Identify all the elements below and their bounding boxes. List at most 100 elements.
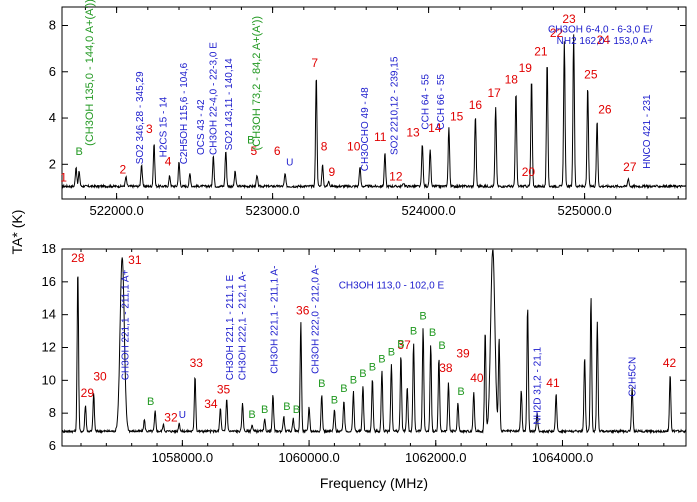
blend-label: B <box>247 134 254 146</box>
y-tick-label: 2 <box>49 156 56 171</box>
y-axis-title: TA* (K) <box>9 210 25 255</box>
blend-label: B <box>438 340 445 352</box>
x-tick-label: 1064000.0 <box>532 450 593 465</box>
line-number-label: 21 <box>534 45 548 59</box>
y-tick-label: 10 <box>42 372 56 387</box>
molecule-label: U <box>179 410 186 421</box>
line-number-label: 15 <box>450 109 464 123</box>
x-tick-label: 523000.0 <box>245 203 299 218</box>
blend-label: B <box>340 383 347 395</box>
blend-label: B <box>261 404 268 416</box>
y-tick-label: 14 <box>42 307 56 322</box>
molecule-label: CH3OH 6-4,0 - 6-3,0 E/ <box>548 24 653 35</box>
line-number-label: 42 <box>663 356 677 370</box>
molecule-label: CH3OH 222,1 - 212,1 A- <box>238 271 249 380</box>
blend-label: (CH3OH 73,2 - 84,2 A+(A')) <box>251 16 263 150</box>
line-number-label: 26 <box>598 102 612 116</box>
line-number-label: 4 <box>165 154 172 168</box>
y-tick-label: 4 <box>49 110 56 125</box>
blend-label: B <box>397 339 404 351</box>
blend-label: B <box>369 361 376 373</box>
line-number-label: 40 <box>470 371 484 385</box>
blend-label: (CH3OH 135,0 - 144,0 A+(A')) <box>84 0 96 146</box>
line-number-label: 18 <box>505 72 519 86</box>
line-number-label: 16 <box>469 98 483 112</box>
molecule-label: CH3OH 221,1 - 211,1 A+ <box>121 269 132 380</box>
line-number-label: 7 <box>311 56 318 70</box>
spectrum-line-2 <box>62 249 686 435</box>
molecule-label: CH3OH 221,1 - 211,1 E <box>225 274 236 380</box>
line-number-label: 2 <box>119 163 126 177</box>
line-number-label: 29 <box>81 386 95 400</box>
line-number-label: 25 <box>584 68 598 82</box>
line-number-label: 34 <box>204 397 218 411</box>
molecule-label: SO2 143,11 - 140,14 <box>224 58 235 151</box>
plot-frame <box>61 6 687 200</box>
blend-label: B <box>378 353 385 365</box>
molecule-label: C2H5OH 115,6 - 104,6 <box>179 62 190 164</box>
line-number-label: 38 <box>439 361 453 375</box>
x-tick-label: 525000.0 <box>557 203 611 218</box>
blend-label: B <box>283 401 290 413</box>
blend-label: B <box>75 146 82 158</box>
molecule-label: NH2D 31,2 - 21,1 <box>532 346 543 424</box>
line-number-label: 6 <box>274 144 281 158</box>
y-tick-label: 12 <box>42 340 56 355</box>
x-tick-label: 524000.0 <box>401 203 455 218</box>
spectrum-line-1 <box>62 34 686 190</box>
blend-label: B <box>331 394 338 406</box>
chart-panel-1: 522000.0 523000.0 524000.0 525000.024681234… <box>49 0 687 218</box>
line-number-label: 37 <box>397 338 411 352</box>
y-tick-label: 6 <box>49 64 56 79</box>
blend-label: B <box>318 378 325 390</box>
line-number-label: 28 <box>71 251 85 265</box>
molecule-label: CCH 66 - 55 <box>436 74 447 130</box>
molecule-label: NH2 162,0 - 153,0 A+ <box>557 36 654 47</box>
line-number-label: 31 <box>128 253 142 267</box>
line-number-label: 10 <box>347 139 361 153</box>
y-tick-label: 18 <box>42 241 56 256</box>
line-number-label: 5 <box>251 144 258 158</box>
molecule-label: OCS 43 - 42 <box>196 99 207 155</box>
line-number-label: 17 <box>487 86 501 100</box>
molecule-label: HNCO 421 - 231 <box>642 94 653 169</box>
molecule-label: U <box>286 157 293 168</box>
line-number-label: 33 <box>190 356 204 370</box>
line-number-label: 14 <box>428 121 442 135</box>
chart-panel-2: 1058000.0 1060000.0 1062000.0 1064000.0 6 8 10… <box>9 210 687 491</box>
line-number-label: 20 <box>522 165 536 179</box>
line-number-label: 30 <box>93 369 107 383</box>
blend-label: B <box>457 386 464 398</box>
molecule-label: CH3OH 22-4,0 - 22-3,0 E <box>208 42 219 155</box>
line-number-label: 36 <box>296 304 310 318</box>
x-tick-label: 1058000.0 <box>152 450 213 465</box>
molecule-label: CCH 64 - 55 <box>421 74 432 130</box>
molecule-label: CH3OH 113,0 - 102,0 E <box>339 280 445 291</box>
y-tick-label: 6 <box>49 438 56 453</box>
blend-label: B <box>429 327 436 339</box>
molecule-label: CH3OCHO 49 - 48 <box>360 87 371 171</box>
line-number-label: 32 <box>164 410 178 424</box>
line-number-label: 12 <box>389 169 403 183</box>
line-number-label: 3 <box>146 122 153 136</box>
line-number-label: 11 <box>374 130 387 144</box>
molecule-label: SO2 346,28 - 345,29 <box>135 71 146 164</box>
blend-label: B <box>388 347 395 359</box>
line-number-label: 27 <box>623 160 637 174</box>
line-number-label: 13 <box>406 126 420 140</box>
line-number-label: 8 <box>321 139 328 153</box>
x-axis-title: Frequency (MHz) <box>320 475 428 491</box>
blend-label: B <box>147 396 154 408</box>
line-number-label: 35 <box>217 382 231 396</box>
x-tick-label: 1062000.0 <box>405 450 466 465</box>
line-number-label: 19 <box>519 61 533 75</box>
molecule-label: SO2 2210,12 - 239,15 <box>389 56 400 155</box>
line-number-label: 24 <box>597 33 611 47</box>
molecule-label: CH3OH 222,0 - 212,0 A- <box>311 265 322 374</box>
y-tick-label: 8 <box>49 405 56 420</box>
molecule-label: C2H5CN <box>627 357 638 397</box>
blend-label: B <box>419 311 426 323</box>
line-number-label: 23 <box>562 12 576 26</box>
x-tick-label: 1060000.0 <box>278 450 339 465</box>
line-number-label: 41 <box>546 376 560 390</box>
